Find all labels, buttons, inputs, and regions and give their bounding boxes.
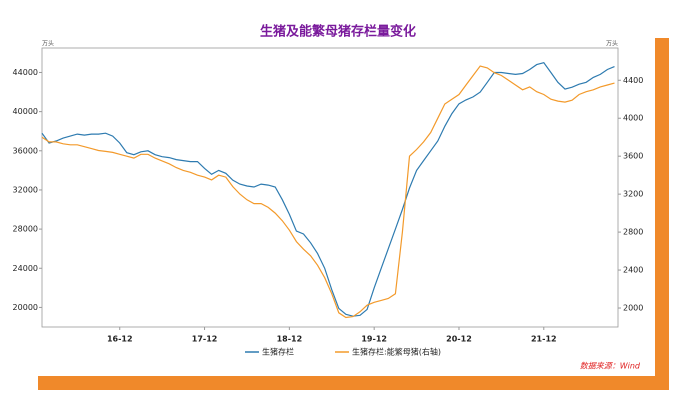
y-tick-label: 36000 [13,146,38,155]
y2-tick-label: 4400 [623,76,643,85]
frame-bottom [38,376,669,390]
x-tick-label: 21-12 [531,335,557,344]
legend-label: 生猪存栏 [262,347,294,357]
series-line [41,65,615,319]
y-tick-label: 44000 [13,68,38,77]
x-tick-label: 18-12 [277,335,303,344]
frame-right [655,38,669,390]
y-tick-label: 32000 [13,185,38,194]
x-tick-label: 17-12 [192,335,218,344]
y-unit: 万头 [42,40,54,48]
y2-tick-label: 2000 [623,304,643,313]
plot-frame [41,47,619,328]
y2-tick-label: 2400 [623,266,643,275]
y2-tick-label: 3200 [623,190,643,199]
x-tick-label: 19-12 [361,335,387,344]
chart-title: 生猪及能繁母猪存栏量变化 [260,24,416,40]
y2-tick-label: 3600 [623,152,643,161]
x-tick-label: 20-12 [446,335,472,344]
y-tick-label: 28000 [13,225,38,234]
y2-tick-label: 2800 [623,228,643,237]
y-tick-label: 24000 [13,264,38,273]
series-line [41,62,615,317]
legend-label: 生猪存栏:能繁母猪(右轴) [352,347,441,357]
source-note: 数据来源：Wind [580,362,641,371]
y2-unit: 万头 [606,40,618,48]
y-tick-label: 40000 [13,107,38,116]
y-tick-label: 20000 [13,303,38,312]
y2-tick-label: 4000 [623,114,643,123]
x-tick-label: 16-12 [107,335,133,344]
